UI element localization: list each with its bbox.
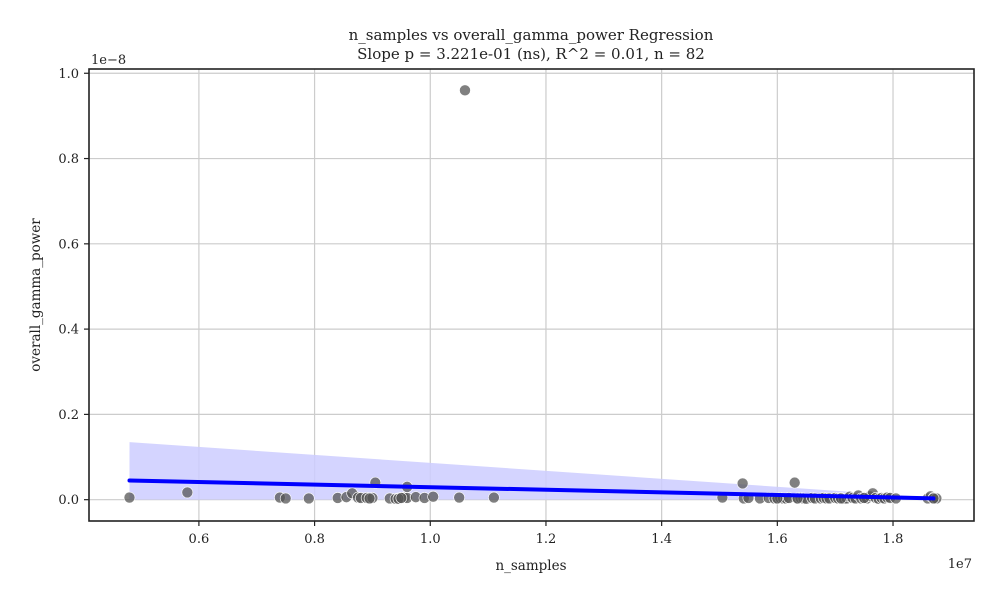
data-point	[736, 477, 749, 490]
x-tick-label: 1.4	[651, 532, 672, 547]
x-tick-label: 0.8	[304, 532, 325, 547]
y-tick-label: 0.4	[58, 323, 79, 338]
x-tick-label: 1.8	[883, 532, 904, 547]
x-axis-offset-label: 1e7	[948, 557, 972, 572]
x-tick-label: 1.6	[767, 532, 788, 547]
y-axis-ticks: 0.0 0.2 0.4 0.6 0.8 1.0	[58, 67, 89, 508]
y-axis-offset-label: 1e−8	[91, 53, 126, 68]
x-axis-ticks: 0.6 0.8 1.0 1.2 1.4 1.6 1.8	[189, 521, 904, 547]
data-point	[453, 491, 465, 504]
y-tick-label: 0.2	[58, 408, 79, 423]
data-point	[459, 84, 471, 97]
data-point	[181, 486, 194, 499]
chart-title-line2: Slope p = 3.221e-01 (ns), R^2 = 0.01, n …	[357, 45, 705, 63]
regression-line	[127, 478, 936, 501]
plot-frame	[88, 68, 975, 522]
data-point	[123, 491, 136, 504]
x-axis-label: n_samples	[495, 558, 566, 574]
scatter-points	[123, 84, 943, 505]
data-point	[488, 491, 500, 504]
data-point	[303, 492, 315, 505]
y-axis-label: overall_gamma_power	[28, 218, 44, 372]
data-point	[788, 476, 801, 489]
x-tick-label: 1.2	[536, 532, 557, 547]
data-point	[363, 492, 376, 505]
y-tick-label: 0.0	[58, 493, 79, 508]
regression-line-group	[127, 478, 936, 501]
x-tick-label: 0.6	[189, 532, 210, 547]
y-tick-label: 0.6	[58, 237, 79, 252]
data-point	[427, 490, 439, 503]
y-tick-label: 1.0	[58, 67, 79, 82]
grid	[89, 69, 974, 521]
data-point	[279, 492, 292, 505]
chart-title-line1: n_samples vs overall_gamma_power Regress…	[349, 26, 714, 44]
data-point	[395, 492, 408, 504]
y-tick-label: 0.8	[58, 152, 79, 167]
x-tick-label: 1.0	[420, 532, 441, 547]
